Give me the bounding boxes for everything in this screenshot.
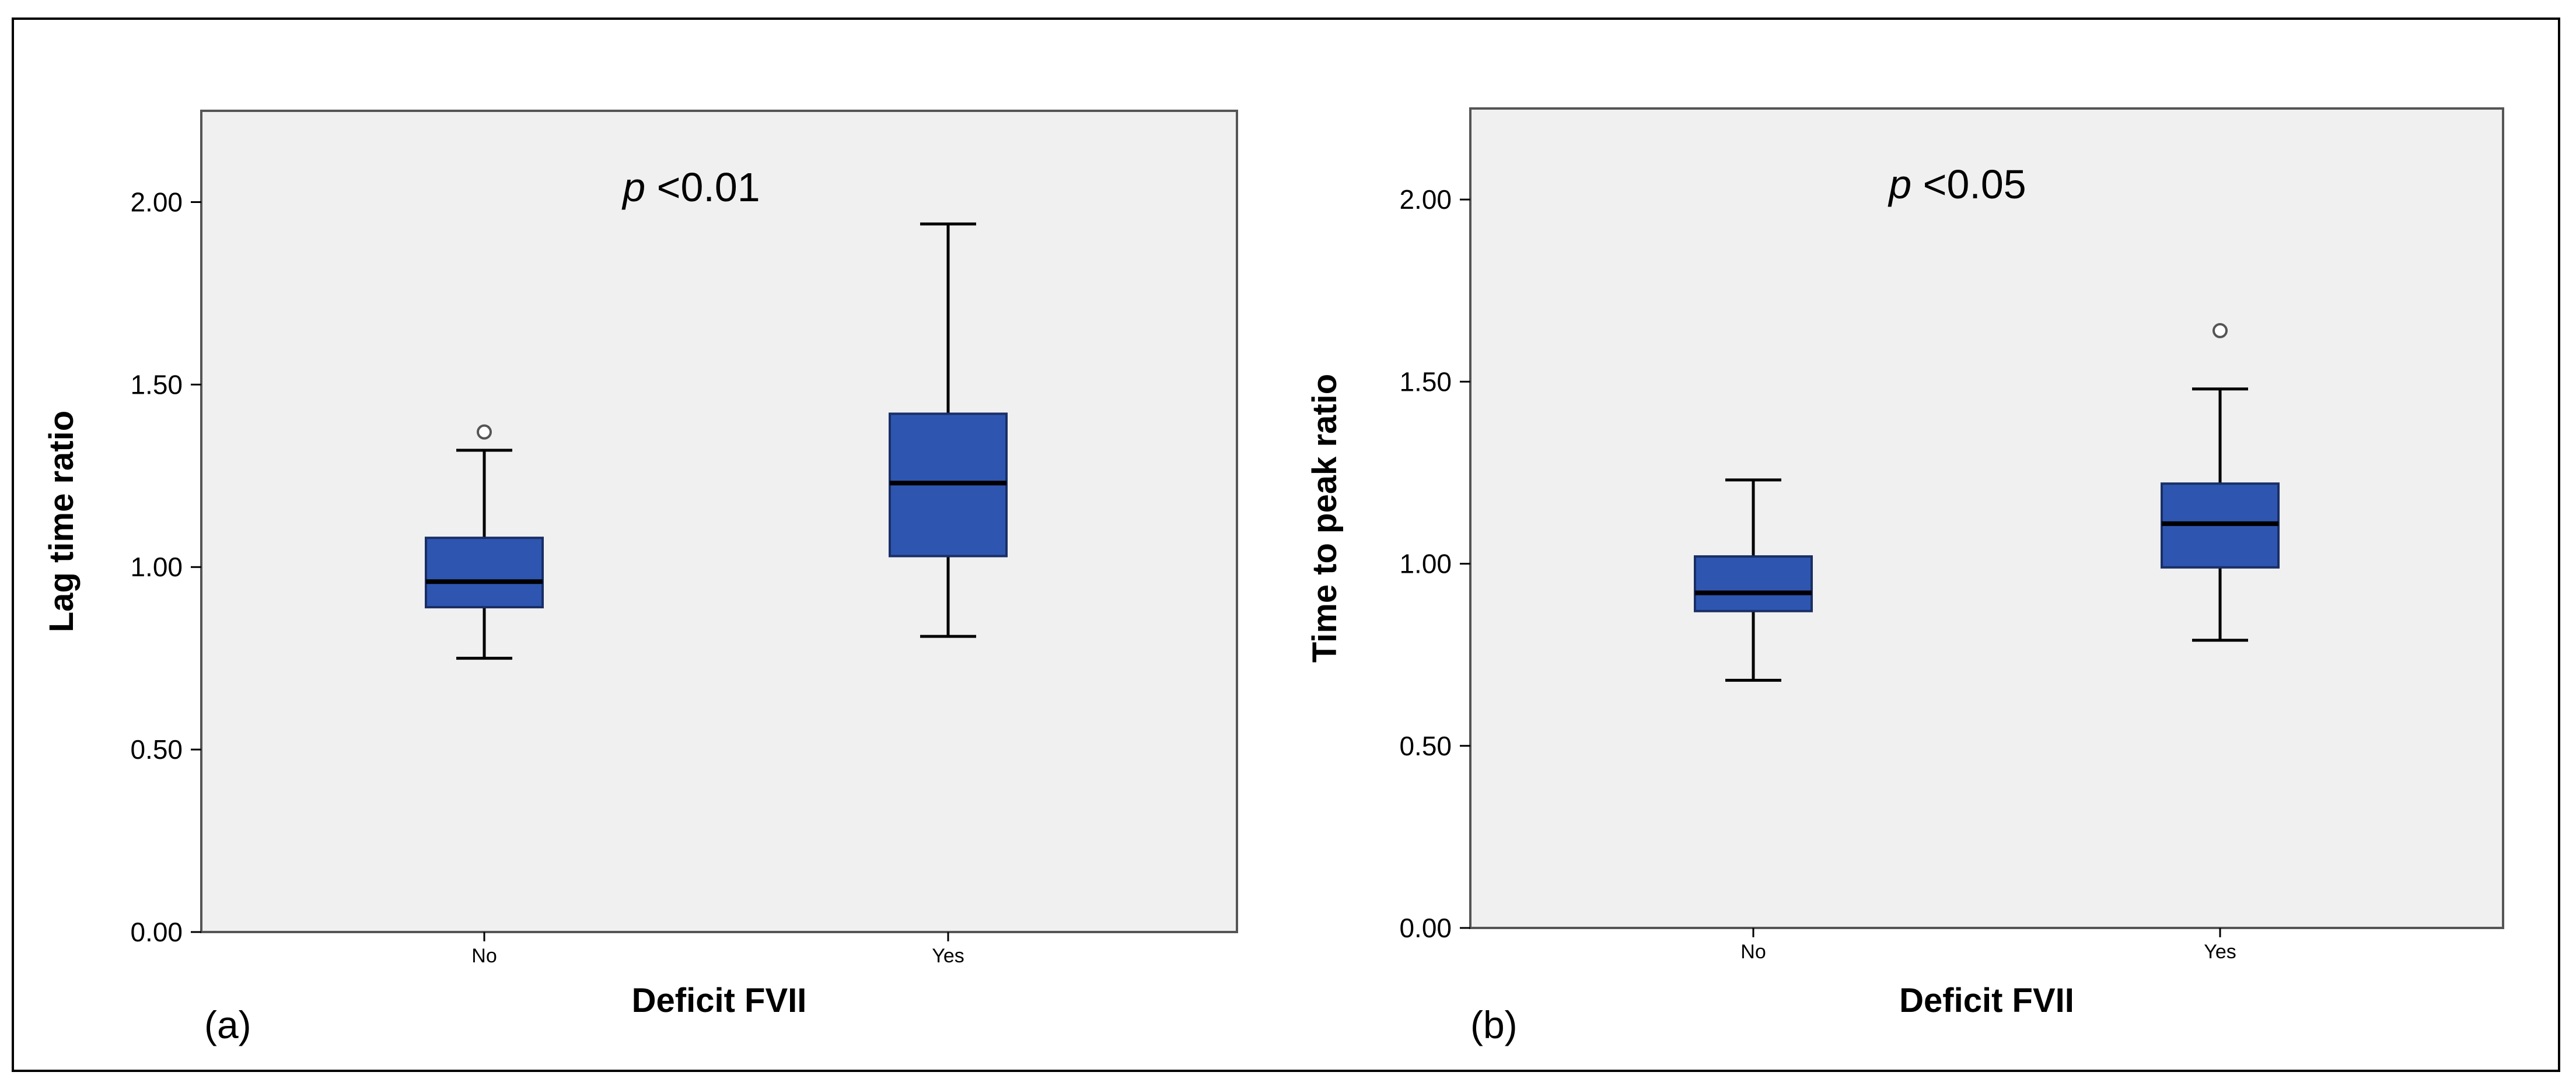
- y-tick-label: 0.00: [130, 917, 183, 947]
- chart-panel-a: 0.00 0.50 1.00 1.50 2.00 No Yes p <0.01 Deficit …: [43, 110, 1238, 1046]
- x-tick-label: Yes: [932, 945, 964, 967]
- x-axis-title: Deficit FVII: [632, 982, 807, 1020]
- box-iqr: [425, 537, 544, 609]
- box-iqr: [1694, 555, 1813, 612]
- chart-panel-b: 0.00 0.50 1.00 1.50 2.00 No Yes p <0.05 Deficit …: [1306, 107, 2504, 1046]
- y-tick-label: 1.00: [1399, 549, 1452, 579]
- outlier-point: [2213, 323, 2228, 338]
- panel-label: (a): [204, 1003, 251, 1046]
- x-axis-title: Deficit FVII: [1899, 982, 2074, 1020]
- y-tick-label: 2.00: [1399, 184, 1452, 215]
- y-tick-label: 1.00: [130, 552, 183, 582]
- y-tick-label: 0.00: [1399, 913, 1452, 943]
- p-value-symbol: p: [1888, 162, 1911, 207]
- y-tick-label: 1.50: [130, 369, 183, 400]
- y-tick-label: 0.50: [130, 734, 183, 765]
- y-tick-label: 1.50: [1399, 366, 1452, 397]
- p-value-text: <0.05: [1911, 162, 2026, 207]
- x-tick-label: No: [1740, 941, 1766, 963]
- y-tick-label: 0.50: [1399, 731, 1452, 761]
- plot-area: [200, 110, 1238, 933]
- plot-area: [1469, 107, 2504, 929]
- p-value-symbol: p: [621, 164, 645, 210]
- x-tick-label: Yes: [2204, 941, 2236, 963]
- box-yes: [2161, 323, 2280, 642]
- p-value-annotation: p <0.05: [1888, 162, 2026, 207]
- panel-label: (b): [1470, 1003, 1518, 1046]
- outlier-point: [477, 424, 492, 440]
- x-tick-label: No: [471, 945, 497, 967]
- y-axis-title: Time to peak ratio: [1306, 374, 1344, 663]
- box-no: [1694, 478, 1813, 682]
- box-no: [425, 424, 544, 660]
- y-tick-label: 2.00: [130, 187, 183, 217]
- y-axis-title: Lag time ratio: [43, 411, 81, 632]
- p-value-annotation: p <0.01: [621, 164, 760, 210]
- p-value-text: <0.01: [645, 164, 760, 210]
- box-yes: [889, 222, 1008, 638]
